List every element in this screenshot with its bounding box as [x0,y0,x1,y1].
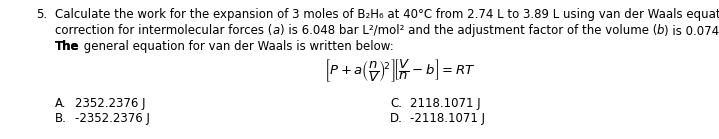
Text: Calculate the work for the expansion of 3 moles of B₂H₆ at 40°C from 2.74 L to 3: Calculate the work for the expansion of … [55,8,719,21]
Text: 2352.2376 J: 2352.2376 J [75,97,145,110]
Text: $\left[P + a\left(\dfrac{n}{V}\right)^{\!2}\right]\!\left[\dfrac{V}{n} - b\right: $\left[P + a\left(\dfrac{n}{V}\right)^{\… [324,57,476,84]
Text: The: The [0,138,1,139]
Text: ) is 0.07437 L/mol.: ) is 0.07437 L/mol. [664,24,719,37]
Text: b: b [657,24,664,37]
Text: 5.: 5. [36,8,47,21]
Text: D.: D. [390,112,403,125]
Text: correction for intermolecular forces (: correction for intermolecular forces ( [55,24,273,37]
Text: general equation for van der Waals is written below:: general equation for van der Waals is wr… [80,40,393,53]
Text: A.: A. [55,97,66,110]
Text: a: a [273,24,280,37]
Text: ) is 6.048 bar L²/mol² and the adjustment factor of the volume (: ) is 6.048 bar L²/mol² and the adjustmen… [280,24,657,37]
Text: 2118.1071 J: 2118.1071 J [410,97,480,110]
Text: The: The [55,40,80,53]
Text: -2352.2376 J: -2352.2376 J [75,112,150,125]
Text: B.: B. [55,112,67,125]
Text: C.: C. [390,97,402,110]
Text: The: The [55,40,80,53]
Text: -2118.1071 J: -2118.1071 J [410,112,485,125]
